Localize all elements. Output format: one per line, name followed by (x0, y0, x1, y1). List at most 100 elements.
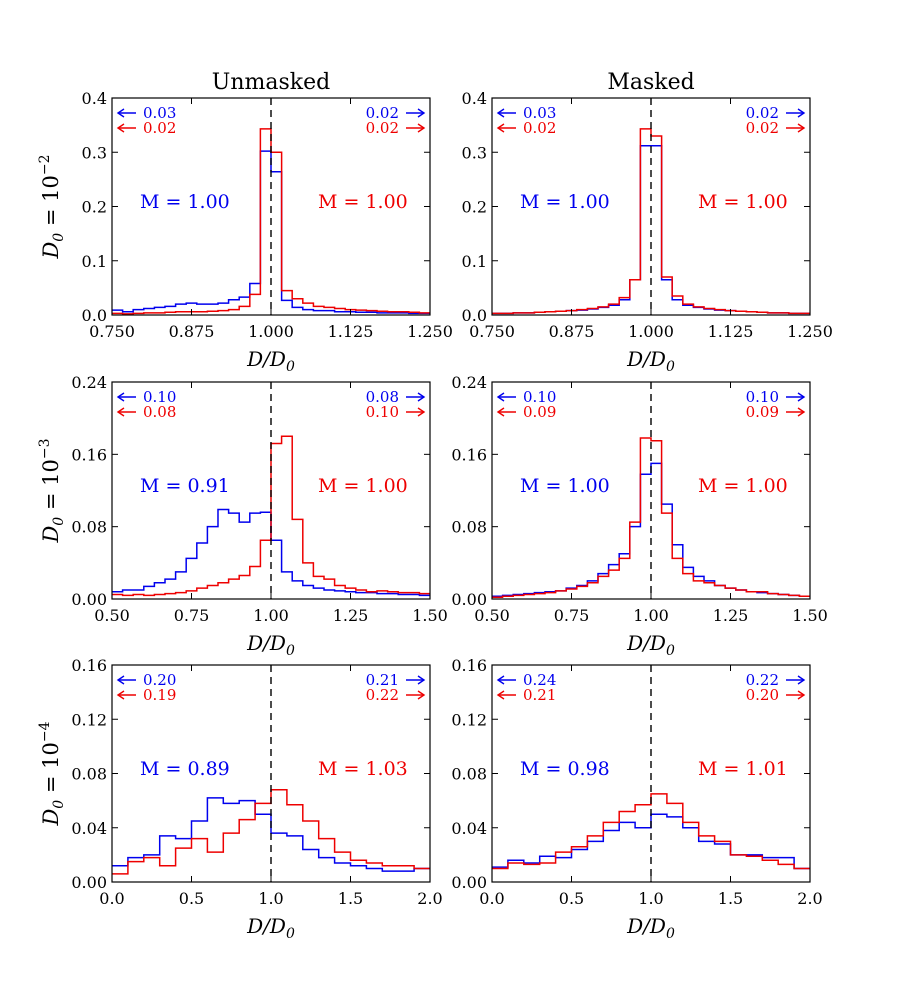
x-tick-label: 1.125 (328, 322, 374, 341)
histogram-panel-row3-masked: 0.0 0.5 1.0 1.5 2.0 0.00 0.04 0.08 0.12 0.16 D/D0 0… (451, 656, 822, 942)
y-tick-label: 0.3 (82, 143, 107, 162)
right-fraction-red: 0.22 (366, 686, 399, 704)
y-tick-label: 0.08 (71, 518, 107, 537)
y-tick-label: 0.08 (71, 765, 107, 784)
left-arrow-blue (116, 675, 136, 685)
left-arrow-blue (496, 108, 516, 118)
panel-grid: 0.750 0.875 1.000 1.125 1.250 0.0 0.1 0.2 0.3 0.4… (37, 89, 833, 942)
right-arrow-blue (786, 675, 806, 685)
left-fraction-red: 0.19 (143, 686, 176, 704)
left-fraction-red: 0.02 (523, 119, 556, 137)
x-tick-label: 1.0 (258, 889, 283, 908)
right-arrow-blue (406, 108, 426, 118)
right-fraction-blue: 0.22 (746, 671, 779, 689)
right-arrow-blue (406, 392, 426, 402)
y-tick-label: 0.1 (462, 252, 487, 271)
y-tick-label: 0.16 (71, 656, 107, 675)
y-tick-label: 0.1 (82, 252, 107, 271)
y-tick-label: 0.00 (71, 873, 107, 892)
right-arrow-red (786, 690, 806, 700)
x-tick-label: 1.25 (333, 606, 369, 625)
right-fraction-red: 0.09 (746, 403, 779, 421)
right-arrow-blue (406, 675, 426, 685)
x-tick-label: 1.00 (633, 606, 669, 625)
x-tick-label: 2.0 (417, 889, 442, 908)
y-tick-label: 0.08 (451, 765, 487, 784)
red-histogram-line (112, 128, 430, 315)
x-tick-label: 1.5 (338, 889, 363, 908)
x-tick-label: 0.5 (559, 889, 584, 908)
y-tick-label: 0.16 (451, 445, 487, 464)
x-axis-label: D/D0 (246, 631, 295, 659)
red-histogram-line (492, 128, 810, 315)
x-axis-label: D/D0 (626, 914, 675, 942)
y-tick-label: 0.2 (462, 198, 487, 217)
left-fraction-red: 0.09 (523, 403, 556, 421)
y-tick-label: 0.24 (451, 373, 487, 392)
row-label: D0 = 10−3 (37, 438, 67, 543)
column-title-unmasked: Unmasked (212, 70, 330, 95)
y-tick-label: 0.04 (451, 819, 487, 838)
x-tick-label: 1.125 (708, 322, 754, 341)
x-tick-label: 1.250 (407, 322, 453, 341)
left-fraction-red: 0.21 (523, 686, 556, 704)
mean-label-red: M = 1.03 (318, 758, 408, 780)
row-label: D0 = 10−2 (37, 154, 67, 259)
x-tick-label: 1.00 (253, 606, 289, 625)
right-arrow-red (786, 123, 806, 133)
left-fraction-blue: 0.20 (143, 671, 176, 689)
histogram-panel-row2-unmasked: 0.50 0.75 1.00 1.25 1.50 0.00 0.08 0.16 0.24 D/D0… (37, 373, 448, 659)
mean-label-red: M = 1.00 (318, 191, 408, 213)
y-tick-label: 0.0 (82, 306, 107, 325)
mean-label-red: M = 1.00 (318, 475, 408, 497)
x-tick-label: 1.50 (412, 606, 448, 625)
mean-label-red: M = 1.01 (698, 758, 788, 780)
left-arrow-red (116, 407, 136, 417)
x-axis-label: D/D0 (246, 347, 295, 375)
right-fraction-red: 0.10 (366, 403, 399, 421)
y-tick-label: 0.0 (462, 306, 487, 325)
y-tick-label: 0.24 (71, 373, 107, 392)
red-histogram-line (492, 437, 810, 598)
x-tick-label: 0.5 (179, 889, 204, 908)
y-tick-label: 0.16 (451, 656, 487, 675)
right-fraction-blue: 0.10 (746, 388, 779, 406)
left-arrow-red (496, 123, 516, 133)
right-arrow-red (406, 690, 426, 700)
left-fraction-red: 0.02 (143, 119, 176, 137)
mean-label-red: M = 1.00 (698, 191, 788, 213)
left-fraction-blue: 0.10 (523, 388, 556, 406)
x-axis-label: D/D0 (626, 631, 675, 659)
right-arrow-red (406, 407, 426, 417)
column-title-masked: Masked (607, 70, 694, 95)
right-fraction-blue: 0.21 (366, 671, 399, 689)
x-tick-label: 0.75 (554, 606, 590, 625)
right-arrow-red (406, 123, 426, 133)
y-tick-label: 0.08 (451, 518, 487, 537)
y-tick-label: 0.12 (451, 710, 487, 729)
left-arrow-red (116, 123, 136, 133)
left-arrow-blue (116, 108, 136, 118)
x-axis-label: D/D0 (246, 914, 295, 942)
left-arrow-red (116, 690, 136, 700)
x-tick-label: 1.25 (713, 606, 749, 625)
y-tick-label: 0.2 (82, 198, 107, 217)
x-tick-label: 0.0 (99, 889, 124, 908)
right-arrow-blue (786, 392, 806, 402)
y-tick-label: 0.00 (451, 873, 487, 892)
x-tick-label: 1.000 (628, 322, 674, 341)
right-arrow-blue (786, 108, 806, 118)
y-tick-label: 0.04 (71, 819, 107, 838)
y-tick-label: 0.4 (462, 89, 487, 108)
x-tick-label: 0.750 (469, 322, 515, 341)
x-tick-label: 1.000 (248, 322, 294, 341)
row-label: D0 = 10−4 (37, 721, 67, 826)
left-fraction-blue: 0.03 (143, 104, 176, 122)
x-tick-label: 0.75 (174, 606, 210, 625)
mean-label-blue: M = 1.00 (140, 191, 230, 213)
mean-label-red: M = 1.00 (698, 475, 788, 497)
left-fraction-blue: 0.24 (523, 671, 556, 689)
x-tick-label: 1.250 (787, 322, 833, 341)
x-tick-label: 2.0 (797, 889, 822, 908)
